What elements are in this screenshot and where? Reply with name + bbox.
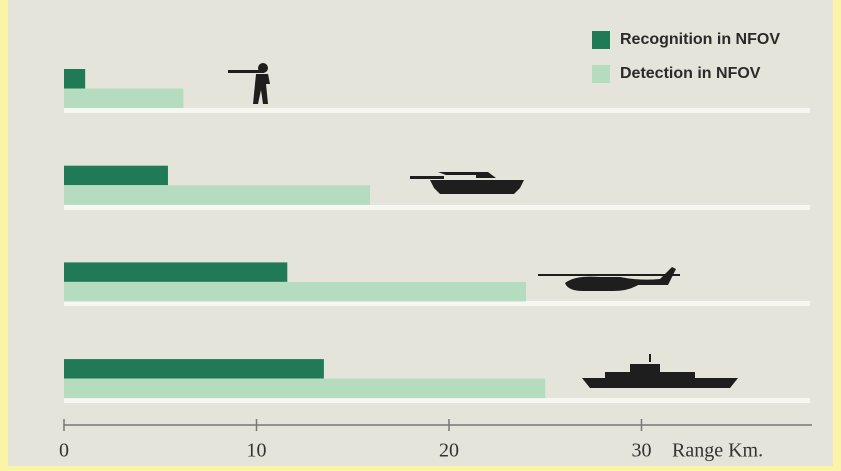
x-tick-label: 20 <box>439 440 459 462</box>
chart: Range Km. 0 10 20 30 Recognition in NFOV Dete… <box>0 0 841 466</box>
legend-label: Recognition in NFOV <box>620 31 780 48</box>
x-tick-label: 10 <box>247 440 267 462</box>
bar <box>64 89 183 109</box>
separator <box>64 205 810 210</box>
x-tick-label: 30 <box>632 440 652 462</box>
separator <box>64 398 810 403</box>
legend-label: Detection in NFOV <box>620 65 761 82</box>
bar <box>64 282 526 302</box>
x-axis-label: Range Km. <box>672 440 763 462</box>
x-tick-label: 0 <box>59 440 69 462</box>
legend-swatch <box>592 65 610 83</box>
legend-swatch <box>592 31 610 49</box>
bar <box>64 185 370 205</box>
bar <box>64 69 85 89</box>
bar <box>64 262 287 282</box>
bar <box>64 359 324 379</box>
separator <box>64 301 810 306</box>
page: Range Km. 0 10 20 30 Recognition in NFOV Dete… <box>0 0 841 466</box>
bar <box>64 379 545 399</box>
bar <box>64 166 168 186</box>
separator <box>64 108 810 113</box>
